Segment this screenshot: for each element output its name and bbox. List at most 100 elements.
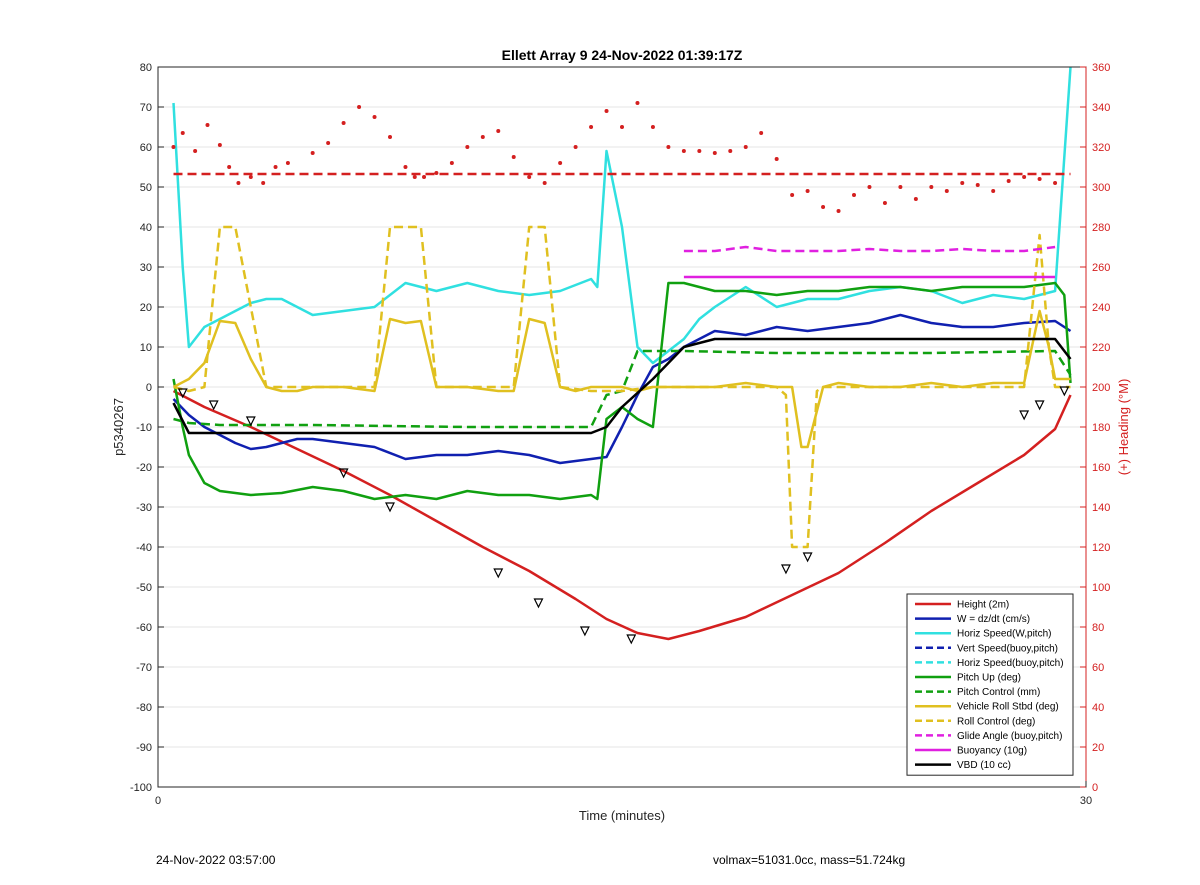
y2-tick-label: 360 — [1092, 62, 1110, 74]
legend-label: Horiz Speed(buoy,pitch) — [957, 658, 1064, 669]
heading-point — [542, 181, 547, 185]
series-glide-angle-buoy-pitch — [683, 245, 1056, 253]
heading-point — [1037, 177, 1042, 181]
y2-tick-label: 60 — [1092, 662, 1104, 674]
y-tick-label: -50 — [136, 582, 152, 594]
height-marker — [579, 626, 590, 637]
x-tick-label: 30 — [1080, 795, 1092, 807]
heading-point — [412, 175, 417, 179]
heading-point — [604, 109, 609, 113]
legend: Height (2m) W = dz/dt (cm/s) Horiz Speed(W… — [906, 593, 1074, 776]
y2-tick-label: 180 — [1092, 422, 1110, 434]
height-marker — [385, 502, 395, 513]
series-vehicle-roll-stbd-deg — [172, 309, 1071, 449]
heading-point — [511, 155, 516, 159]
legend-label: Vehicle Roll Stbd (deg) — [957, 702, 1059, 713]
series-heading — [171, 101, 1058, 213]
y-tick-label: 0 — [146, 382, 152, 394]
heading-point — [759, 131, 764, 135]
heading-point — [496, 129, 501, 133]
legend-label: Pitch Control (mm) — [957, 687, 1040, 698]
y-tick-label: -40 — [136, 542, 152, 554]
y2-tick-label: 20 — [1092, 742, 1104, 754]
y2-tick-label: 340 — [1092, 102, 1110, 114]
height-marker — [338, 468, 349, 479]
y-tick-label: 40 — [140, 222, 152, 234]
heading-point — [944, 189, 949, 193]
heading-point — [449, 161, 454, 165]
heading-point — [422, 175, 427, 179]
footer-vehicle-info: volmax=51031.0cc, mass=51.724kg — [713, 853, 906, 867]
y-tick-label: -70 — [136, 662, 152, 674]
heading-point — [1053, 181, 1058, 185]
y-tick-label: 20 — [140, 302, 152, 314]
y2-tick-label: 280 — [1092, 222, 1110, 234]
y-tick-label: 70 — [140, 102, 152, 114]
heading-point — [898, 185, 903, 189]
height-marker — [1034, 400, 1045, 411]
y2-axis-label: (+) Heading (°M) — [1116, 379, 1131, 476]
y2-tick-label: 200 — [1092, 382, 1110, 394]
y-tick-label: -30 — [136, 502, 152, 514]
heading-point — [681, 149, 686, 153]
heading-point — [743, 145, 748, 149]
legend-label: Height (2m) — [957, 600, 1009, 611]
heading-point — [465, 145, 470, 149]
y-tick-label: -100 — [130, 782, 152, 794]
heading-point — [589, 125, 594, 129]
y2-tick-label: 0 — [1092, 782, 1098, 794]
heading-point — [285, 161, 290, 165]
heading-point — [836, 209, 841, 213]
heading-point — [273, 165, 278, 169]
heading-point — [205, 123, 210, 127]
series-layer — [171, 66, 1072, 641]
heading-point — [171, 145, 176, 149]
height-marker — [245, 416, 256, 427]
heading-point — [975, 183, 980, 187]
right-axis-ticks: 3603403203002802602402202001801601401201… — [1080, 62, 1110, 794]
heading-point — [805, 189, 810, 193]
heading-point — [821, 205, 826, 209]
y2-tick-label: 80 — [1092, 622, 1104, 634]
legend-label: Buoyancy (10g) — [957, 746, 1027, 757]
y-tick-label: -60 — [136, 622, 152, 634]
y-tick-label: 10 — [140, 342, 152, 354]
heading-point — [261, 181, 266, 185]
series-vbd-10-cc — [172, 337, 1072, 435]
heading-point — [480, 135, 485, 139]
heading-point — [341, 121, 346, 125]
y2-tick-label: 220 — [1092, 342, 1110, 354]
heading-point — [236, 181, 241, 185]
height-marker — [802, 552, 813, 563]
y-tick-label: 60 — [140, 142, 152, 154]
heading-point — [1022, 175, 1027, 179]
y-tick-label: -20 — [136, 462, 152, 474]
legend-label: Pitch Up (deg) — [957, 673, 1021, 684]
heading-point — [388, 135, 392, 139]
heading-point — [248, 175, 253, 179]
heading-point — [180, 131, 185, 135]
legend-label: W = dz/dt (cm/s) — [957, 614, 1030, 625]
heading-point — [666, 145, 671, 149]
heading-point — [852, 193, 856, 197]
legend-box — [906, 593, 1074, 776]
height-marker — [177, 388, 188, 399]
heading-point — [434, 171, 439, 175]
x-axis-label: Time (minutes) — [579, 808, 665, 823]
height-marker — [533, 598, 544, 609]
heading-point — [635, 101, 640, 105]
chart-title: Ellett Array 9 24-Nov-2022 01:39:17Z — [502, 47, 743, 63]
y2-tick-label: 100 — [1092, 582, 1110, 594]
legend-label: Horiz Speed(W,pitch) — [957, 629, 1051, 640]
height-marker — [493, 568, 504, 579]
height-marker — [780, 564, 791, 575]
legend-label: Vert Speed(buoy,pitch) — [957, 643, 1058, 654]
y-tick-label: 50 — [140, 182, 152, 194]
heading-point — [697, 149, 702, 153]
grid-lines — [158, 66, 1086, 788]
y2-tick-label: 300 — [1092, 182, 1110, 194]
y2-tick-label: 40 — [1092, 702, 1104, 714]
left-axis-ticks: 80 70 60 50 40 30 20 10 0 -10 -20 -30 -40 -50 -60 -70 -8… — [130, 62, 164, 794]
marker-layer — [177, 386, 1070, 645]
